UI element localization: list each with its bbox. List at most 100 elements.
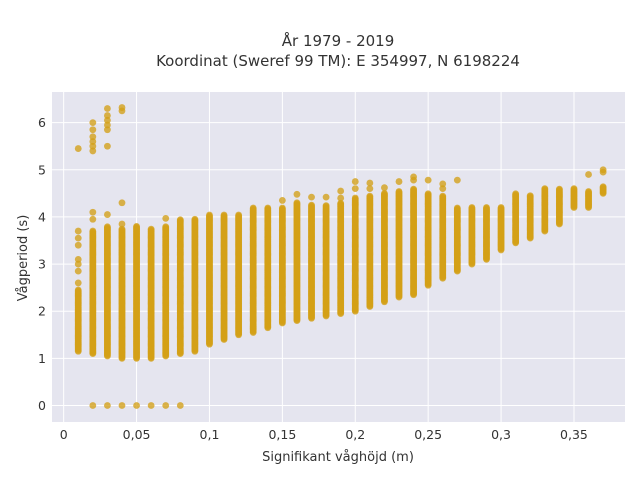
data-point-col16-425 <box>308 201 315 209</box>
data-point-col25-outlier-0 <box>439 185 447 193</box>
data-point-col36-outlier-1 <box>599 166 607 174</box>
data-points <box>74 104 607 409</box>
data-point-col34-460 <box>570 185 578 193</box>
data-point-col0-outlier-7 <box>74 279 82 287</box>
y-axis-ticks: 0 1 2 3 4 5 6 <box>38 115 46 413</box>
data-point-col0-outlier-6 <box>74 267 82 275</box>
data-point-col3-outlier-0 <box>118 402 126 409</box>
data-point-col3-outlier-4 <box>118 220 126 228</box>
x-tick-label-6: 0,3 <box>491 427 511 442</box>
data-point-col6-379 <box>162 223 170 231</box>
y-tick-label-0: 0 <box>38 398 46 413</box>
data-point-col33-459 <box>555 185 563 193</box>
y-tick-label-2: 2 <box>38 304 46 319</box>
data-point-col0-outlier-1 <box>74 227 82 235</box>
data-point-col22-454 <box>395 188 403 195</box>
data-point-col35-outlier-0 <box>585 171 592 178</box>
x-tick-label-7: 0,35 <box>560 427 588 442</box>
data-point-col1-outlier-7 <box>89 208 97 216</box>
data-point-col23-459 <box>410 185 417 193</box>
chart-title-line-1: År 1979 - 2019 <box>282 31 395 50</box>
data-point-col7-394 <box>176 216 184 224</box>
data-point-col19-440 <box>351 194 359 202</box>
data-point-col14-419 <box>278 204 286 212</box>
data-point-col18-outlier-0 <box>337 194 345 202</box>
x-tick-label-3: 0,15 <box>268 427 296 442</box>
data-point-col19-outlier-0 <box>351 185 359 193</box>
data-point-col6-outlier-0 <box>162 402 170 409</box>
data-point-col23-outlier-1 <box>410 173 417 181</box>
data-point-col25-444 <box>439 192 447 200</box>
data-point-col2-outlier-1 <box>104 142 111 150</box>
data-point-col2-outlier-7 <box>104 211 111 218</box>
x-tick-label-2: 0,1 <box>200 427 220 442</box>
data-point-col20-444 <box>366 192 374 200</box>
data-point-col12-419 <box>249 204 257 212</box>
data-point-col1-outlier-6 <box>89 119 97 127</box>
data-point-col4-380 <box>133 222 140 230</box>
data-point-col16-outlier-0 <box>308 193 315 201</box>
data-point-col31-445 <box>526 192 534 200</box>
data-point-col3-outlier-3 <box>118 199 126 207</box>
data-point-col21-outlier-0 <box>381 184 388 192</box>
data-point-col1-outlier-3 <box>89 138 97 145</box>
data-point-col4-outlier-0 <box>133 402 140 409</box>
data-point-col21-450 <box>381 189 388 197</box>
data-point-col1-outlier-4 <box>89 133 97 141</box>
data-point-col17-outlier-0 <box>322 193 330 201</box>
data-point-col2-outlier-2 <box>104 126 111 134</box>
data-point-col1-outlier-5 <box>89 126 97 134</box>
data-point-col6-outlier-1 <box>162 214 170 222</box>
data-point-col2-379 <box>104 223 111 231</box>
data-point-col0-245 <box>74 286 82 294</box>
data-point-col27-420 <box>468 204 476 211</box>
data-point-col36-464 <box>599 183 607 191</box>
y-tick-label-5: 5 <box>38 162 46 177</box>
data-point-col1-outlier-0 <box>89 402 97 409</box>
data-point-col26-outlier-0 <box>453 176 461 184</box>
data-point-col3-374 <box>118 225 126 233</box>
data-point-col0-outlier-3 <box>74 241 82 249</box>
data-point-col5-374 <box>147 225 155 233</box>
data-point-col14-outlier-0 <box>278 197 286 204</box>
data-point-col3-outlier-2 <box>118 104 126 111</box>
data-point-col22-outlier-0 <box>395 178 403 185</box>
data-point-col35-454 <box>585 188 592 195</box>
data-point-col2-outlier-0 <box>104 402 111 409</box>
data-point-col0-outlier-2 <box>74 234 82 242</box>
data-point-col0-outlier-0 <box>74 145 82 152</box>
chart-title-line-2: Koordinat (Sweref 99 TM): E 354997, N 61… <box>156 52 520 70</box>
data-point-col20-outlier-1 <box>366 179 374 187</box>
data-point-col2-outlier-6 <box>104 105 111 112</box>
y-tick-label-6: 6 <box>38 115 46 130</box>
data-point-col2-outlier-5 <box>104 112 111 119</box>
data-point-col8-395 <box>191 215 199 223</box>
data-point-col1-outlier-2 <box>89 142 97 150</box>
data-point-col19-outlier-1 <box>351 178 359 185</box>
data-point-col1-outlier-1 <box>89 147 97 155</box>
x-tick-label-0: 0 <box>60 427 68 442</box>
data-point-col30-449 <box>512 190 520 198</box>
data-point-col13-419 <box>264 204 272 212</box>
x-axis-label: Signifikant våghöjd (m) <box>262 450 414 465</box>
data-point-col24-449 <box>424 190 432 198</box>
y-axis-label: Vågperiod (s) <box>16 215 31 302</box>
data-point-col9-404 <box>206 211 213 219</box>
data-point-col1-outlier-8 <box>89 215 97 223</box>
data-point-col0-outlier-5 <box>74 260 82 268</box>
data-point-col0-outlier-4 <box>74 255 82 263</box>
data-point-col11-404 <box>235 211 243 219</box>
data-point-col2-outlier-4 <box>104 116 111 124</box>
data-point-col15-outlier-0 <box>293 190 301 198</box>
x-tick-label-4: 0,2 <box>345 427 365 442</box>
data-point-col18-429 <box>337 199 345 207</box>
data-point-col10-404 <box>220 211 228 219</box>
data-point-col28-420 <box>483 204 490 211</box>
x-tick-label-5: 0,25 <box>414 427 442 442</box>
data-point-col2-outlier-3 <box>104 121 111 129</box>
y-tick-label-4: 4 <box>38 209 46 224</box>
x-axis-ticks: 0 0,05 0,1 0,15 0,2 0,25 0,3 0,35 <box>60 427 588 442</box>
data-point-col17-424 <box>322 202 330 210</box>
data-point-col20-outlier-0 <box>366 185 374 193</box>
